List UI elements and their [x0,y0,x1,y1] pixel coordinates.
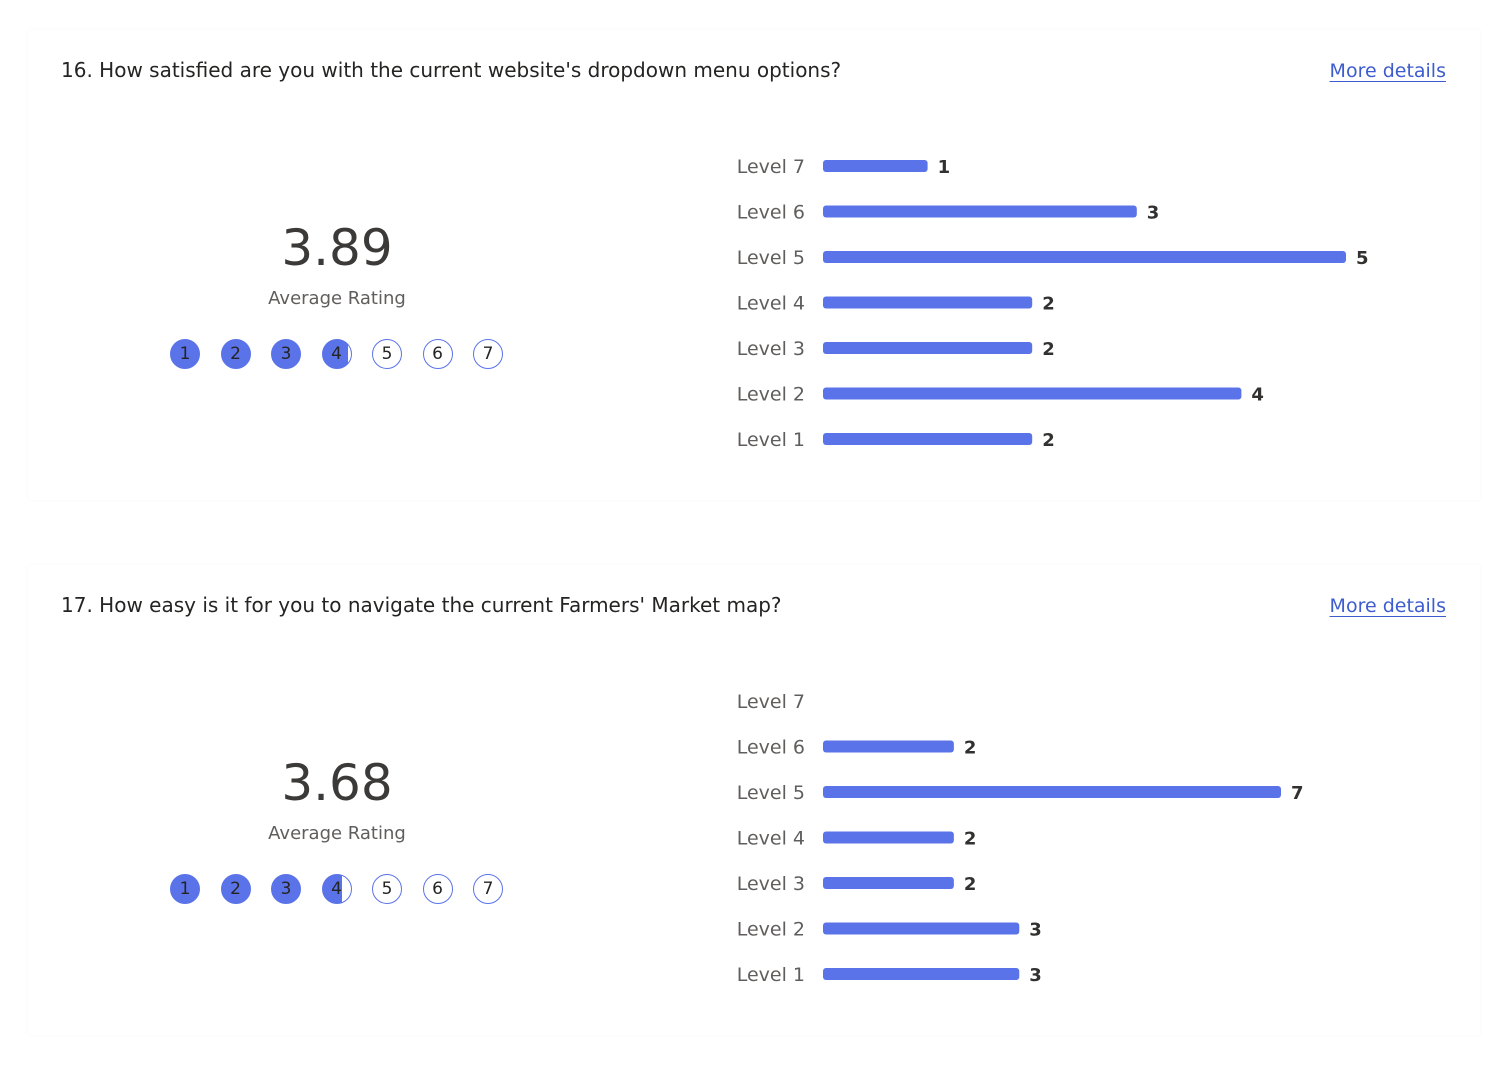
bar-level-6 [823,740,954,753]
value-label: 2 [964,829,977,850]
level-distribution-chart: Level 7 1 Level 6 3 Level 5 5 Level 4 2 Level 3 2… [683,142,1463,462]
level-label: Level 6 [737,737,805,759]
bar-level-4 [823,296,1033,309]
level-label: Level 7 [737,691,805,713]
level-label: Level 6 [737,202,805,224]
rating-circle-4: 4 [321,339,352,369]
more-details-link[interactable]: More details [1329,60,1446,82]
value-label: 3 [1029,965,1042,986]
rating-circle-5: 5 [372,339,402,369]
question-card-17: 17. How easy is it for you to navigate t… [28,565,1480,1035]
bar-level-5 [823,786,1281,798]
level-distribution-chart: Level 7 Level 6 2 Level 5 7 Level 4 2 Level 3 2 L… [683,677,1463,997]
value-label: 3 [1029,920,1042,941]
level-label: Level 3 [737,338,805,360]
bar-level-2 [823,387,1242,400]
question-title: 17. How easy is it for you to navigate t… [61,593,782,617]
level-label: Level 3 [737,873,805,895]
average-rating-value: 3.68 [281,754,393,812]
rating-circle-3: 3 [271,339,301,369]
value-label: 5 [1356,248,1369,269]
bar-level-3 [823,342,1033,354]
level-label: Level 5 [737,247,805,269]
rating-circle-7: 7 [473,339,503,369]
value-label: 1 [938,157,951,178]
bar-level-1 [823,968,1020,980]
bar-level-7 [823,160,928,172]
level-label: Level 4 [737,293,805,315]
value-label: 2 [964,874,977,895]
more-details-link[interactable]: More details [1329,595,1446,617]
level-label: Level 4 [737,828,805,850]
average-rating-label: Average Rating [268,823,406,844]
rating-circle-6: 6 [422,874,453,904]
value-label: 7 [1291,783,1304,804]
value-label: 2 [1042,430,1055,451]
rating-circle-1: 1 [170,874,200,904]
average-rating-value: 3.89 [281,219,393,277]
rating-circle-1: 1 [170,339,200,369]
level-label: Level 7 [737,156,805,178]
bar-chart-svg: Level 7 1 Level 6 3 Level 5 5 Level 4 2 Level 3 2… [737,156,1369,451]
value-label: 2 [1042,339,1055,360]
rating-circle-4: 4 [321,874,352,904]
rating-circle-5: 5 [372,874,402,904]
value-label: 2 [964,738,977,759]
rating-circle-2: 2 [220,874,251,904]
value-label: 2 [1042,294,1055,315]
average-rating-label: Average Rating [268,288,406,309]
bar-level-6 [823,205,1137,218]
rating-circle-6: 6 [422,339,453,369]
rating-circle-2: 2 [220,339,251,369]
value-label: 3 [1147,203,1160,224]
bar-level-3 [823,877,954,889]
rating-circle-3: 3 [271,874,301,904]
question-title: 16. How satisfied are you with the curre… [61,58,842,82]
bar-level-4 [823,831,954,844]
level-label: Level 2 [737,384,805,406]
bar-level-1 [823,433,1033,445]
value-label: 4 [1251,385,1264,406]
level-label: Level 1 [737,964,805,986]
bar-chart-svg: Level 7 Level 6 2 Level 5 7 Level 4 2 Level 3 2 L… [737,691,1304,986]
bar-level-5 [823,251,1346,263]
bar-level-2 [823,922,1020,935]
level-label: Level 5 [737,782,805,804]
level-label: Level 1 [737,429,805,451]
rating-circle-7: 7 [473,874,503,904]
level-label: Level 2 [737,919,805,941]
question-card-16: 16. How satisfied are you with the curre… [28,30,1480,500]
